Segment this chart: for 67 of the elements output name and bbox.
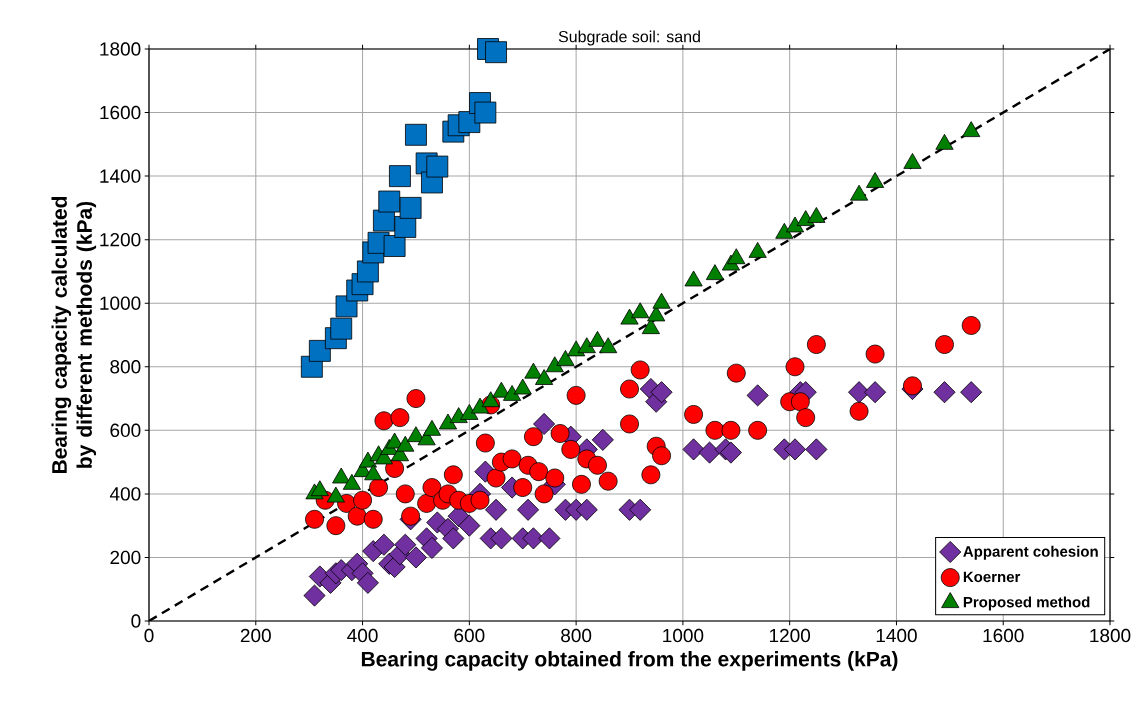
point — [342, 473, 361, 490]
x-tick-label: 1600 — [983, 628, 1024, 643]
point — [378, 190, 401, 213]
point — [470, 397, 490, 414]
point — [684, 270, 703, 287]
point — [330, 317, 353, 340]
legend-label: Koerner — [963, 571, 1021, 583]
y-tick-label: 200 — [110, 550, 141, 565]
x-tick-label: 0 — [144, 628, 154, 643]
point — [775, 222, 794, 239]
y-tick-label: 1600 — [100, 105, 141, 120]
point — [389, 165, 411, 188]
point — [903, 153, 922, 169]
point — [652, 292, 671, 309]
point — [785, 216, 805, 233]
x-tick-label: 1000 — [663, 628, 704, 643]
point — [399, 196, 422, 219]
y-tick-label: 1400 — [100, 169, 141, 183]
y-tick-label: 1800 — [100, 42, 141, 56]
point — [535, 369, 554, 385]
point — [556, 350, 575, 366]
point — [850, 184, 869, 201]
point — [748, 241, 767, 258]
y-tick-label: 600 — [110, 423, 141, 438]
x-tick-label: 400 — [347, 628, 378, 643]
legend-label: Apparent cohesion — [963, 545, 1098, 560]
x-tick-label: 200 — [240, 628, 271, 643]
point — [422, 419, 442, 436]
point — [426, 155, 449, 178]
point — [364, 464, 383, 481]
point — [481, 391, 500, 408]
y-tick-label: 1000 — [100, 296, 141, 310]
y-tick-label: 400 — [109, 487, 141, 501]
x-tick-label: 600 — [454, 628, 485, 643]
point — [502, 384, 522, 401]
point — [405, 123, 427, 146]
point — [438, 413, 458, 430]
legend-label: Proposed method — [963, 596, 1090, 611]
x-tick-label: 1400 — [876, 628, 917, 643]
point — [588, 330, 607, 347]
point — [474, 101, 497, 124]
y-axis-title: Bearing capacity calculated by different methods (kPa) — [51, 196, 97, 474]
x-tick-label: 1800 — [1090, 628, 1131, 643]
chart-title: Subgrade soil: sand — [558, 30, 700, 46]
point — [631, 302, 650, 319]
point — [332, 467, 351, 484]
point — [383, 235, 406, 257]
point — [620, 308, 639, 325]
point — [524, 362, 543, 379]
point — [962, 121, 981, 138]
point — [577, 337, 596, 354]
point — [513, 378, 532, 395]
point — [807, 207, 826, 223]
point — [727, 248, 746, 265]
y-tick-label: 0 — [131, 614, 141, 628]
y-tick-label: 800 — [110, 360, 141, 374]
x-tick-label: 800 — [561, 628, 592, 643]
point — [705, 264, 724, 281]
point — [545, 356, 564, 373]
point — [485, 41, 507, 64]
x-tick-label: 1200 — [769, 628, 811, 643]
point — [599, 337, 618, 354]
point — [396, 435, 415, 452]
x-axis-title: Bearing capacity obtained from the experiments (kPa) — [361, 651, 898, 671]
point — [866, 172, 885, 188]
y-tick-label: 1200 — [100, 232, 141, 247]
point — [460, 404, 479, 420]
